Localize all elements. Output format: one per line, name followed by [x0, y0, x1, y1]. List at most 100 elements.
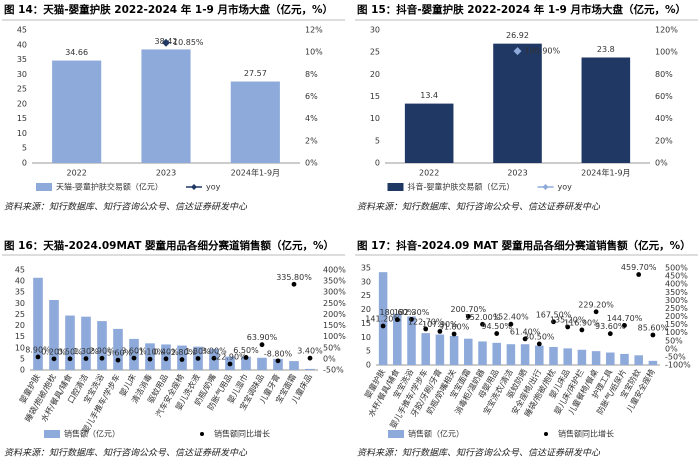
yoy-point	[67, 356, 73, 362]
bar	[52, 60, 102, 164]
yoy-point	[423, 326, 429, 332]
yoy-point	[162, 38, 170, 47]
legend-label: yoy	[206, 183, 221, 192]
yoy-point	[480, 321, 485, 327]
y2-tick-label: 350%	[665, 288, 688, 297]
bar	[81, 316, 91, 370]
y2-tick-label: 0%	[655, 159, 668, 168]
yoy-point	[536, 341, 542, 347]
y-tick-label: 0	[375, 159, 380, 168]
bar	[648, 360, 658, 365]
bar	[606, 352, 615, 365]
yoy-point	[607, 331, 613, 337]
bar	[241, 356, 251, 370]
bar	[97, 321, 107, 370]
source-note: 资料来源：知行数据库、知行咨询公众号、信达证券研发中心	[4, 448, 248, 459]
data-label: 0.40%	[153, 347, 179, 356]
data-label: 3.00%	[201, 347, 227, 356]
yoy-point	[380, 323, 386, 329]
y-tick-label: 10	[361, 333, 371, 342]
yoy-point	[508, 321, 514, 327]
yoy-point	[83, 356, 89, 361]
data-label: 1.80%	[185, 347, 211, 356]
yoy-point	[307, 355, 313, 361]
data-label: 3.60%	[121, 347, 147, 356]
data-label: 10.85%	[173, 38, 204, 47]
y2-tick-label: -100%	[665, 361, 691, 370]
data-label: -8.80%	[264, 349, 293, 358]
bar	[33, 277, 43, 370]
y-tick-label: 20	[17, 99, 27, 108]
legend-label: 销售额同比增长	[214, 429, 270, 439]
legend-swatch	[387, 183, 404, 191]
yoy-point	[513, 47, 522, 56]
y2-tick-label: 0%	[323, 354, 336, 363]
yoy-point	[291, 281, 297, 287]
y-tick-label: 5	[375, 136, 380, 145]
y-tick-label: 45	[15, 266, 25, 275]
legend-swatch	[542, 184, 549, 190]
y2-tick-label: -50%	[323, 366, 344, 375]
data-label: 459.70%	[621, 263, 657, 272]
data-label: 0.20%	[41, 347, 67, 356]
bar	[478, 341, 487, 365]
yoy-point	[115, 357, 121, 363]
y-tick-label: 25	[17, 85, 27, 94]
yoy-point	[451, 331, 457, 337]
bar	[273, 358, 283, 370]
y-tick-label: 40	[17, 40, 27, 49]
yoy-point	[579, 327, 585, 333]
y-tick-label: 15	[15, 332, 25, 341]
x-tick-label: 2023	[507, 169, 527, 178]
data-label: 2.90%	[89, 347, 115, 356]
x-tick-label: 2023	[156, 169, 176, 178]
data-label: 61.40%	[510, 327, 541, 336]
y2-tick-label: 4%	[305, 114, 318, 123]
y2-tick-label: 150%	[323, 321, 346, 330]
yoy-point	[593, 309, 599, 315]
bar	[563, 348, 572, 365]
y-tick-label: 40	[15, 277, 25, 286]
y-tick-label: 35	[361, 264, 371, 273]
bar	[404, 103, 454, 163]
bar	[113, 328, 123, 370]
chart-title: 图 16：天猫-2024.09MAT 婴童用品各细分赛道销售额（亿元，%）	[4, 239, 334, 252]
chart-title: 图 17：抖音-2024.09 MAT 婴童用品各细分赛道销售额（亿元，%）	[357, 239, 691, 252]
yoy-point	[195, 356, 201, 361]
data-label: 0.50%	[57, 347, 83, 356]
bar	[289, 361, 299, 370]
x-tick-label: 2022	[66, 169, 86, 178]
bar	[620, 353, 629, 365]
y2-tick-label: 200%	[323, 310, 346, 319]
data-label: 152.40%	[493, 313, 529, 322]
bar	[65, 315, 75, 370]
chart-title: 图 14：天猫-婴童护肤 2022-2024 年 1-9 月市场大盘（亿元，%）	[4, 3, 333, 16]
bar	[435, 334, 445, 365]
yoy-point	[99, 355, 105, 361]
legend-swatch	[200, 432, 204, 436]
y-tick-label: 20	[370, 70, 380, 79]
data-label: -22.90%	[213, 352, 247, 361]
yoy-point	[437, 328, 443, 334]
data-label: 335.80%	[276, 273, 312, 282]
data-label: 23.8	[597, 45, 615, 54]
data-label: 107.90%	[422, 320, 458, 329]
bar	[549, 346, 558, 365]
y2-tick-label: 80%	[655, 70, 673, 79]
y-tick-label: 0	[20, 366, 25, 375]
data-label: 94.50%	[481, 322, 512, 331]
bar	[378, 272, 388, 365]
y2-tick-label: 350%	[323, 277, 346, 286]
bar	[506, 344, 516, 365]
y-tick-label: 30	[15, 299, 25, 308]
y-tick-label: 5	[20, 354, 25, 363]
yoy-point	[259, 342, 265, 348]
y-tick-label: 45	[17, 26, 27, 35]
data-label: 6.50%	[233, 346, 259, 355]
y-tick-label: 30	[17, 70, 27, 79]
y2-tick-label: 450%	[665, 272, 688, 281]
y2-tick-label: 100%	[665, 328, 688, 337]
y2-tick-label: 100%	[323, 332, 346, 341]
data-label: 91.80%	[439, 322, 470, 331]
yoy-point	[465, 313, 471, 319]
